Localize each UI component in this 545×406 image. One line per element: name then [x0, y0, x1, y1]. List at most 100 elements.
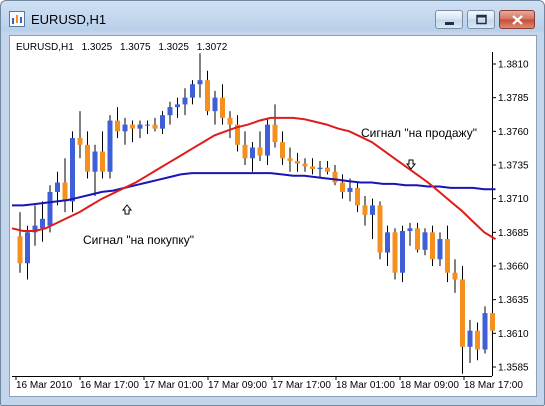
candle	[220, 84, 225, 125]
bear-candle-body	[235, 124, 240, 145]
candle	[430, 225, 435, 266]
bull-candle-body	[250, 147, 255, 159]
bear-candle-body	[490, 313, 495, 331]
candle	[107, 115, 113, 179]
buy-signal-label: Сигнал "на покупку"	[83, 233, 194, 247]
bull-candle-body	[92, 151, 98, 172]
maximize-button[interactable]	[467, 10, 495, 29]
candle	[452, 259, 458, 293]
x-tick-label: 18 Mar 17:00	[464, 380, 523, 391]
y-tick-label: 1.3810	[498, 60, 529, 71]
bear-candle-body	[257, 147, 263, 156]
candle	[377, 201, 383, 260]
candle	[55, 171, 60, 206]
bear-candle-body	[355, 187, 360, 206]
candle	[227, 111, 233, 139]
bear-candle-body	[205, 80, 210, 112]
bear-candle-body	[280, 142, 285, 159]
sell-arrow-icon	[405, 159, 417, 170]
bull-candle-body	[107, 120, 113, 172]
candle	[355, 182, 360, 213]
chart-area[interactable]	[9, 35, 537, 397]
candle	[272, 104, 278, 148]
close-button[interactable]	[499, 10, 535, 29]
title-bar[interactable]: EURUSD,H1	[1, 1, 544, 35]
bull-candle-body	[407, 228, 413, 231]
y-tick-label: 1.3735	[498, 161, 529, 172]
candle	[250, 142, 255, 172]
candle	[437, 232, 443, 266]
bull-candle-body	[347, 187, 353, 192]
candle	[175, 97, 180, 118]
bear-candle-body	[415, 228, 420, 250]
candle	[385, 225, 390, 266]
x-tick-label: 16 Mar 2010	[16, 380, 73, 391]
symbol-label: EURUSD,H1	[16, 42, 74, 53]
x-tick-label: 18 Mar 01:00	[336, 380, 395, 391]
candle	[287, 147, 293, 172]
bull-candle-body	[182, 97, 188, 105]
minimize-button[interactable]	[435, 10, 463, 29]
bear-candle-body	[340, 182, 345, 192]
bull-candle-body	[122, 124, 128, 132]
bear-candle-body	[445, 239, 450, 273]
bear-candle-body	[302, 163, 308, 167]
bull-candle-body	[482, 313, 488, 350]
candle	[362, 195, 368, 226]
candle	[145, 120, 150, 135]
candle	[122, 117, 128, 145]
open-value: 1.3025	[81, 42, 113, 53]
candle	[182, 88, 188, 116]
minimize-icon	[445, 22, 454, 25]
y-tick-label: 1.3660	[498, 262, 529, 273]
bear-candle-body	[152, 124, 158, 129]
buy-arrow-icon	[121, 204, 133, 215]
bull-candle-body	[437, 239, 443, 260]
bear-candle-body	[377, 205, 383, 253]
bull-candle-body	[70, 138, 75, 202]
close-value: 1.3072	[196, 42, 228, 53]
y-tick-label: 1.3760	[498, 127, 529, 138]
bull-candle-body	[167, 107, 173, 116]
candle	[85, 131, 90, 179]
x-tick-label: 17 Mar 17:00	[272, 380, 331, 391]
candle	[160, 111, 165, 135]
bull-candle-body	[175, 104, 180, 108]
bull-candle-body	[265, 124, 270, 156]
candle	[137, 120, 143, 139]
candle	[490, 306, 495, 337]
bear-candle-body	[17, 236, 23, 264]
candle	[467, 319, 473, 363]
candle	[332, 165, 338, 186]
candle	[422, 228, 428, 256]
bull-candle-body	[317, 167, 323, 170]
bear-candle-body	[325, 167, 330, 172]
bear-candle-body	[77, 138, 83, 145]
candle	[295, 152, 300, 172]
bull-candle-body	[190, 84, 195, 98]
y-tick-label: 1.3585	[498, 363, 529, 374]
window-title: EURUSD,H1	[31, 12, 107, 27]
bear-candle-body	[242, 144, 248, 159]
chart-header: EURUSD,H1 1.3025 1.3075 1.3025 1.3072	[16, 42, 232, 53]
candle	[392, 228, 398, 280]
bear-candle-body	[287, 158, 293, 161]
candle	[77, 111, 83, 159]
bear-candle-body	[332, 171, 338, 183]
y-tick-label: 1.3610	[498, 329, 529, 340]
candle	[317, 160, 323, 178]
candle	[460, 266, 465, 374]
candle	[400, 225, 405, 283]
bear-candle-body	[272, 124, 278, 143]
high-value: 1.3075	[119, 42, 151, 53]
candle	[190, 80, 195, 105]
candle	[115, 107, 120, 139]
bull-candle-body	[422, 232, 428, 250]
candle	[265, 117, 270, 165]
bear-candle-body	[362, 205, 368, 215]
bear-candle-body	[460, 279, 465, 347]
candle	[407, 222, 413, 246]
bear-candle-body	[392, 232, 398, 273]
ma-fast-line	[11, 116, 497, 240]
